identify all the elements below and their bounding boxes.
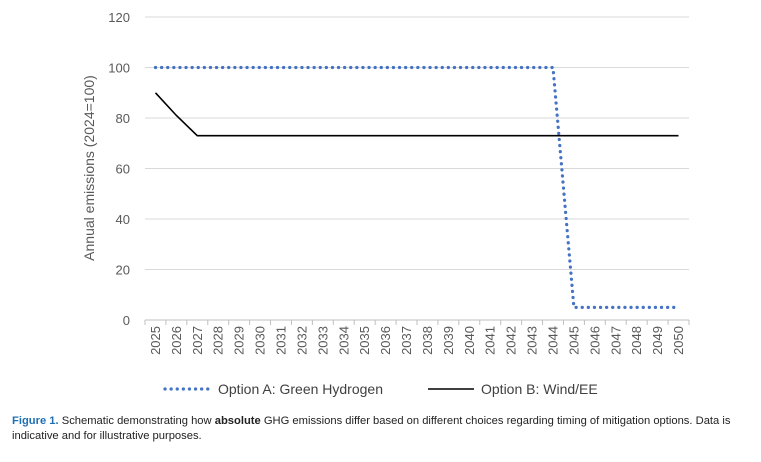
x-tick-label: 2028 bbox=[211, 326, 226, 355]
x-tick-label: 2027 bbox=[190, 326, 205, 355]
x-tick-label: 2046 bbox=[587, 326, 602, 355]
series-line-2 bbox=[154, 92, 679, 137]
x-tick-label: 2037 bbox=[399, 326, 414, 355]
gridlines bbox=[144, 16, 690, 325]
series-line-1 bbox=[153, 65, 681, 309]
x-tick-label: 2029 bbox=[232, 326, 247, 355]
y-tick-label: 100 bbox=[108, 61, 130, 76]
y-tick-label: 20 bbox=[116, 263, 130, 278]
x-tick-label: 2047 bbox=[608, 326, 623, 355]
y-tick-labels: 0 20 40 60 80 100 120 bbox=[108, 10, 130, 328]
x-tick-label: 2038 bbox=[420, 326, 435, 355]
caption-text-before: Schematic demonstrating how bbox=[58, 415, 215, 427]
series-lines bbox=[153, 65, 681, 309]
x-tick-labels: 2025 2026 2027 2028 2029 2030 2031 2032 2033 2034… bbox=[148, 326, 686, 355]
x-tick-label: 2031 bbox=[274, 326, 289, 355]
x-tick-label: 2034 bbox=[336, 326, 351, 355]
x-tick-label: 2032 bbox=[294, 326, 309, 355]
x-tick-label: 2043 bbox=[525, 326, 540, 355]
y-tick-label: 40 bbox=[116, 212, 130, 227]
y-axis-title: Annual emissions (2024=100) bbox=[81, 75, 97, 261]
figure-caption: Figure 1. Schematic demonstrating how ab… bbox=[12, 414, 757, 444]
caption-bold-word: absolute bbox=[214, 415, 261, 427]
x-tick-label: 2035 bbox=[357, 326, 372, 355]
x-tick-label: 2026 bbox=[169, 326, 184, 355]
caption-label: Figure 1. bbox=[12, 415, 59, 427]
x-tick-label: 2042 bbox=[504, 326, 519, 355]
x-tick-label: 2044 bbox=[546, 326, 561, 355]
x-tick-label: 2030 bbox=[253, 326, 268, 355]
legend-label-2: Option B: Wind/EE bbox=[481, 381, 598, 397]
y-tick-label: 0 bbox=[123, 313, 130, 328]
x-tick-label: 2036 bbox=[378, 326, 393, 355]
x-tick-label: 2041 bbox=[483, 326, 498, 355]
legend: Option A: Green Hydrogen Option B: Wind/E… bbox=[163, 381, 598, 397]
y-tick-label: 80 bbox=[116, 111, 130, 126]
y-tick-label: 60 bbox=[116, 162, 130, 177]
x-tick-label: 2025 bbox=[148, 326, 163, 355]
legend-label-1: Option A: Green Hydrogen bbox=[218, 381, 383, 397]
x-tick-label: 2049 bbox=[650, 326, 665, 355]
x-tick-label: 2033 bbox=[315, 326, 330, 355]
x-tick-label: 2050 bbox=[671, 326, 686, 355]
x-tick-label: 2048 bbox=[629, 326, 644, 355]
y-tick-label: 120 bbox=[108, 10, 130, 25]
x-tick-label: 2045 bbox=[566, 326, 581, 355]
x-tick-label: 2039 bbox=[441, 326, 456, 355]
x-tick-label: 2040 bbox=[462, 326, 477, 355]
caption-text-after: GHG emissions differ based on different … bbox=[12, 415, 731, 442]
